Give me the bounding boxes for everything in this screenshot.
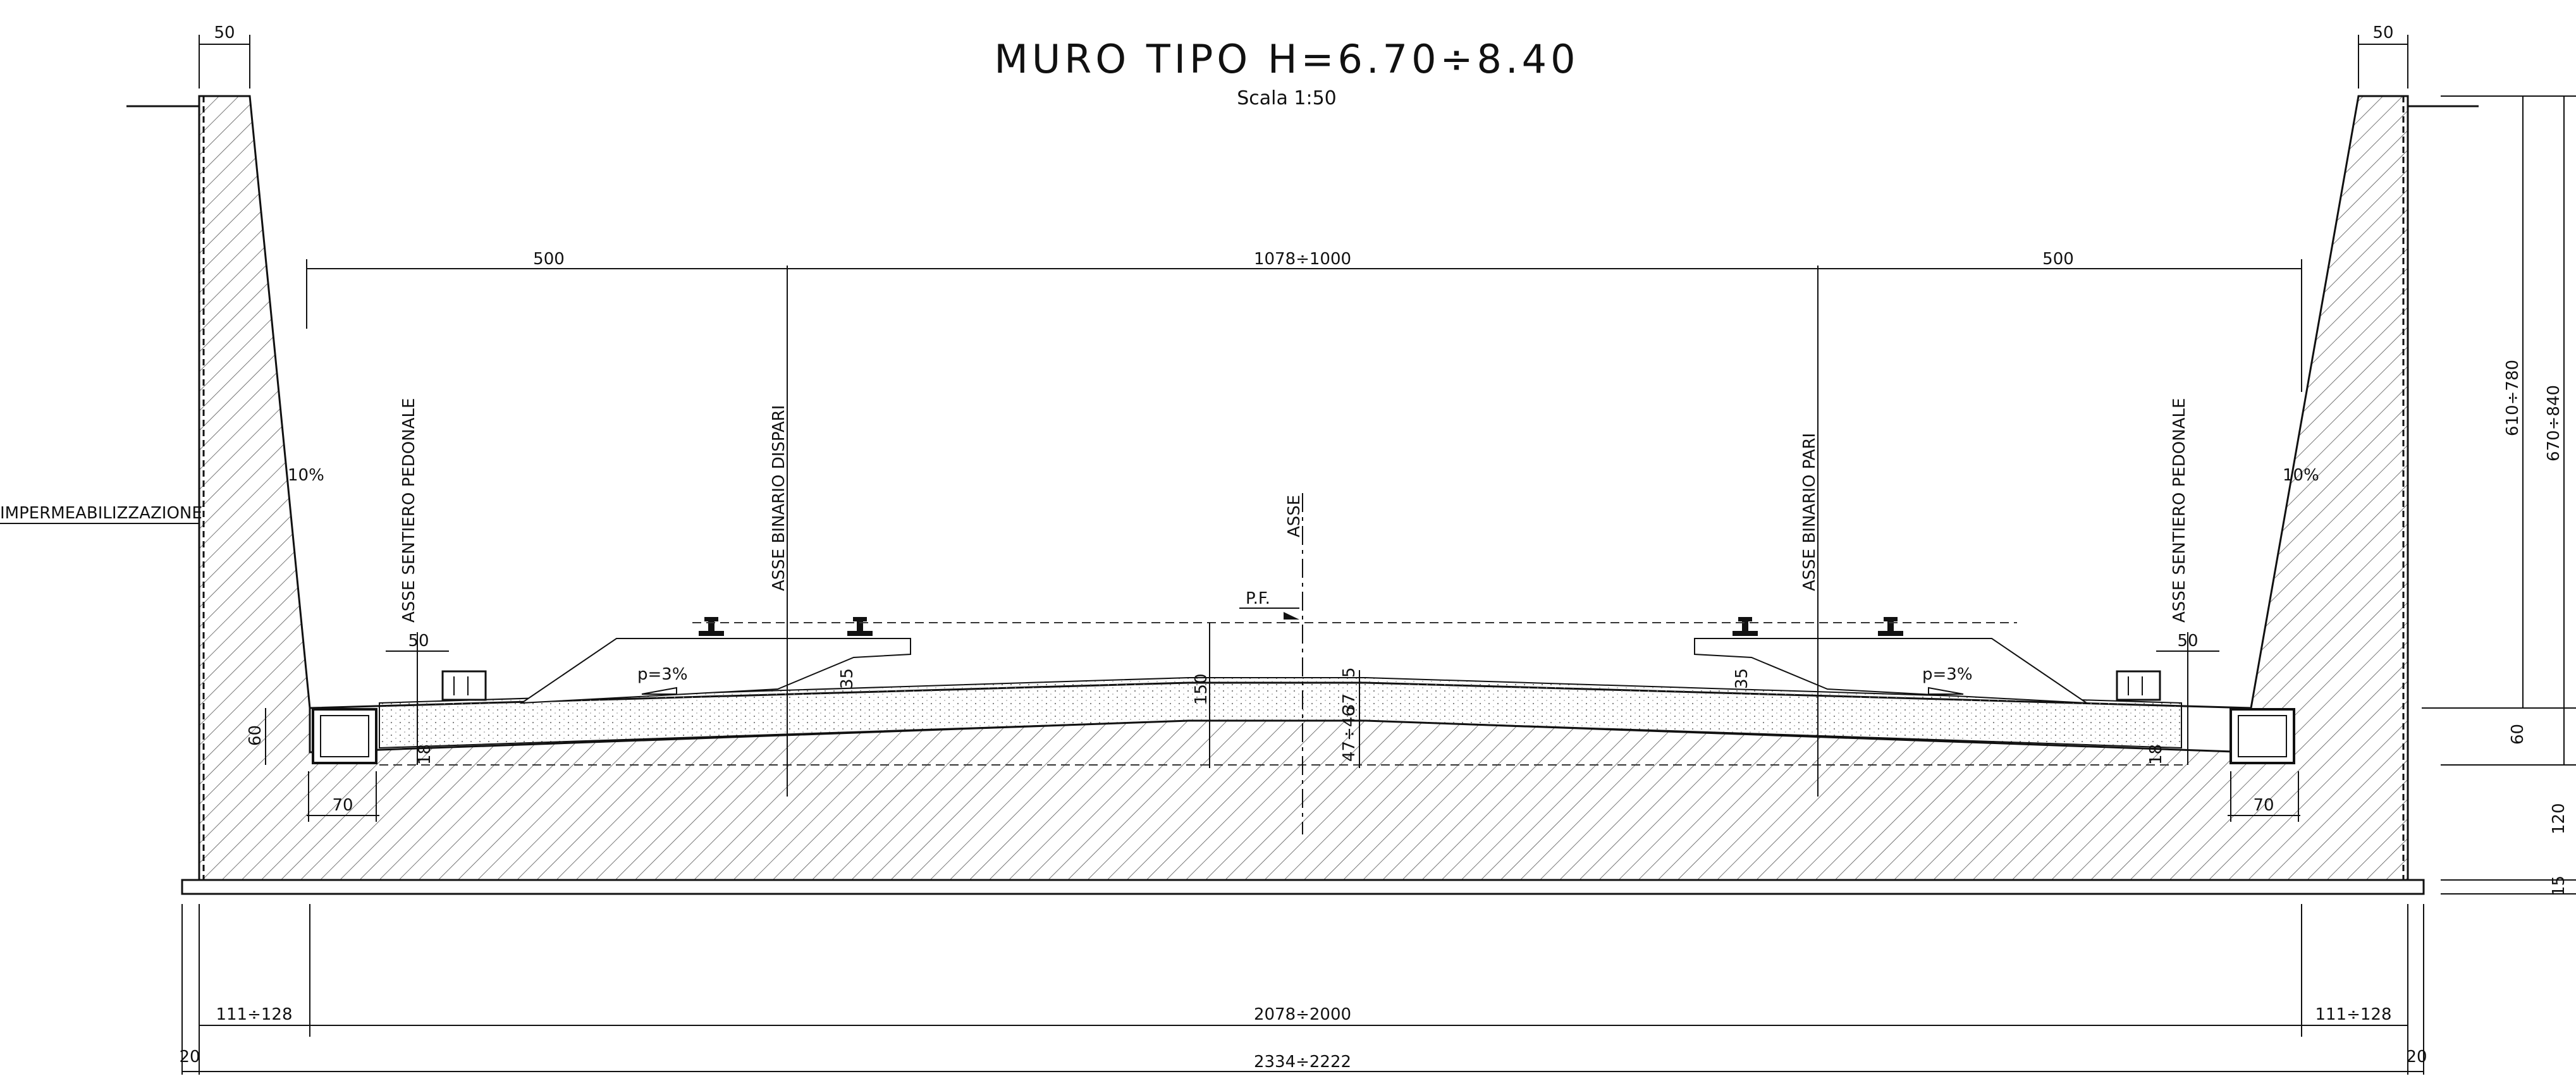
dim-drain-width-right: 70 xyxy=(2253,796,2274,815)
dim-height-60: 60 xyxy=(2508,724,2527,745)
cable-trough-left xyxy=(441,670,487,701)
subballast-layer xyxy=(379,677,2182,749)
dim-base-center: 2078÷2000 xyxy=(1254,1005,1351,1024)
label-impermeabilizzazione: IMPERMEABILIZZAZIONE xyxy=(0,504,202,523)
dim-walkway-left: 50 xyxy=(408,632,429,650)
drawing-scale: Scala 1:50 xyxy=(1237,87,1337,109)
drain-channel-right-inner xyxy=(2238,715,2287,757)
label-slope-platform-right: p=3% xyxy=(1922,665,1973,684)
slope-triangle-right xyxy=(1928,687,1964,695)
drain-channel-left-inner xyxy=(320,715,369,757)
dim-depth-37: 37 xyxy=(1340,693,1359,714)
ballast-bed-left xyxy=(519,638,911,704)
label-asse-binario-dispari: ASSE BINARIO DISPARI xyxy=(770,405,788,591)
svg-text:50: 50 xyxy=(214,23,235,42)
dim-wall-top-right: 50 xyxy=(2358,23,2408,89)
label-asse-sentiero-right: ASSE SENTIERO PEDONALE xyxy=(2170,398,2189,623)
label-asse-binario-pari: ASSE BINARIO PARI xyxy=(1800,433,1819,591)
dim-drain-right-18: 18 xyxy=(2147,744,2166,765)
rail-pair-dispari xyxy=(699,617,873,636)
dim-span-left: 500 xyxy=(533,250,565,269)
drawing-title: MURO TIPO H=6.70÷8.40 xyxy=(994,36,1579,82)
dim-edge-right: 20 xyxy=(2406,1047,2427,1066)
dim-drain-left-18: 18 xyxy=(415,744,434,765)
dim-edge-left: 20 xyxy=(179,1047,200,1066)
label-slope-wall-left: 10% xyxy=(288,466,324,485)
rail-pair-pari xyxy=(1733,617,1903,636)
label-asse: ASSE xyxy=(1285,495,1304,537)
dim-wall-top-left: 50 xyxy=(199,23,250,89)
dim-drain-height: 60 xyxy=(246,725,265,746)
dim-ballast-left: 35 xyxy=(838,668,857,689)
ballast-bed-right xyxy=(1694,638,2089,704)
base-blinding-layer xyxy=(181,879,2425,895)
dim-span-center: 1078÷1000 xyxy=(1254,250,1351,269)
dim-ballast-right: 35 xyxy=(1733,668,1751,689)
dim-depth-47-46: 47÷46 xyxy=(1340,706,1359,762)
pf-marker-icon xyxy=(1284,612,1299,620)
dim-height-15: 15 xyxy=(2549,876,2568,896)
dim-drain-width-left: 70 xyxy=(332,796,353,815)
drain-channel-right xyxy=(2229,708,2295,764)
dim-height-610-780: 610÷780 xyxy=(2503,360,2522,436)
dim-height-120: 120 xyxy=(2549,803,2568,834)
dim-base-left: 111÷128 xyxy=(216,1005,292,1024)
dim-span-right: 500 xyxy=(2042,250,2074,269)
dim-base-total: 2334÷2222 xyxy=(1254,1053,1351,1072)
dim-walkway-right: 50 xyxy=(2177,632,2198,650)
concrete-u-section xyxy=(198,95,2409,881)
label-slope-platform-left: p=3% xyxy=(637,665,688,684)
cable-trough-right xyxy=(2116,670,2161,701)
label-pf: P.F. xyxy=(1246,589,1270,608)
drain-channel-left xyxy=(312,708,377,764)
dim-base-right: 111÷128 xyxy=(2315,1005,2391,1024)
dim-depth-150: 150 xyxy=(1192,673,1211,705)
dim-depth-5: 5 xyxy=(1340,667,1359,678)
label-slope-wall-right: 10% xyxy=(2283,466,2319,485)
svg-text:50: 50 xyxy=(2372,23,2393,42)
label-asse-sentiero-left: ASSE SENTIERO PEDONALE xyxy=(400,398,419,623)
dim-height-670-840: 670÷840 xyxy=(2544,385,2563,461)
slope-triangle-left xyxy=(641,687,677,695)
